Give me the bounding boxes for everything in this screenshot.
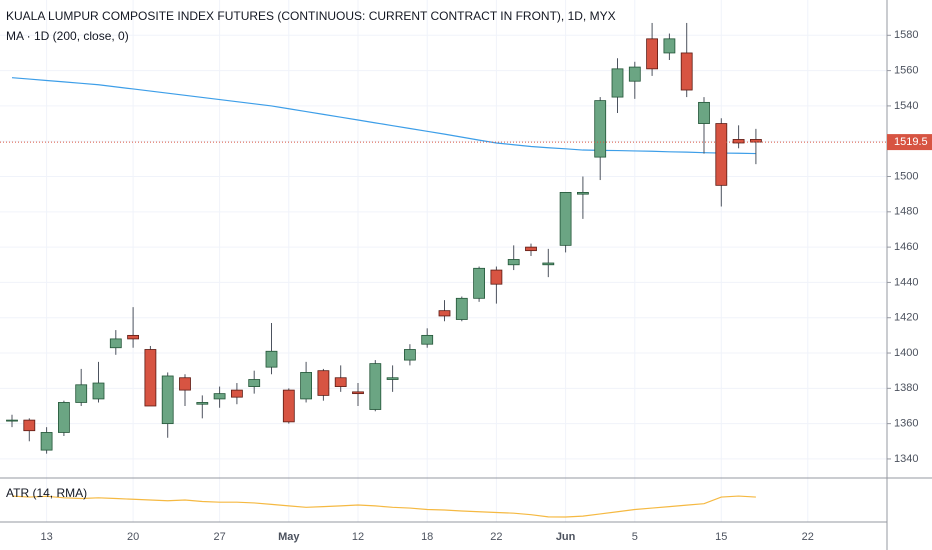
ma-line [11,77,756,155]
last-price-label: 1519.5 [894,136,928,148]
candle-body [161,375,174,425]
candle-body [732,139,745,144]
x-tick-label: 27 [213,531,225,543]
y-tick-label: 1340 [894,453,918,465]
candle-body [369,363,382,410]
y-tick-label: 1480 [894,206,918,218]
candle-body [525,246,537,252]
candle-body [248,379,261,387]
candle-body [109,338,122,349]
candle-body [6,419,18,422]
candle-body [265,350,278,368]
y-tick-label: 1500 [894,170,918,182]
candle-body [628,66,641,82]
candle-body [75,384,88,403]
candle-body [646,38,658,70]
y-tick-label: 1460 [894,241,918,253]
candle-body [92,382,105,400]
x-tick-label: 12 [352,531,364,543]
y-tick-label: 1540 [894,100,918,112]
y-tick-label: 1420 [894,312,918,324]
candle-body [680,52,693,91]
candle-body [507,259,520,266]
candle-body [144,349,157,407]
candle-body [23,419,36,432]
x-tick-label: 22 [802,531,814,543]
last-price-box [887,134,932,151]
chart-title: KUALA LUMPUR COMPOSITE INDEX FUTURES (CO… [6,9,616,23]
candle-body [698,101,710,124]
candle-body [750,139,762,143]
candle-body [594,100,607,158]
x-tick-label: 18 [421,531,433,543]
candle-body [490,269,503,285]
y-tick-label: 1580 [894,29,918,41]
candle-body [213,393,226,400]
atr-line [11,495,756,518]
candle-body [421,334,434,345]
candle-body [196,402,209,405]
y-tick-label: 1360 [894,418,918,430]
axes: 1340136013801400142014401460148015001520… [40,29,932,543]
y-tick-label: 1400 [894,347,918,359]
candle-body [611,68,624,98]
candle-body [58,402,70,433]
candle-body [282,389,295,423]
x-tick-label: 13 [40,531,52,543]
x-tick-label: 20 [127,531,139,543]
x-tick-label: Jun [556,531,576,543]
candle-body [438,310,451,317]
candle-body [403,349,416,361]
y-tick-label: 1440 [894,276,918,288]
ma-legend: MA · 1D (200, close, 0) [6,29,129,43]
candle-body [300,372,313,400]
candle-body [352,391,364,395]
candle-body [455,297,468,320]
x-tick-label: May [278,531,300,543]
x-tick-label: 15 [715,531,727,543]
plot [0,22,887,518]
candle-body [230,389,243,398]
x-tick-label: 5 [632,531,638,543]
candle-body [179,377,191,391]
candle-body [334,377,347,387]
candle-body [542,262,555,266]
candle-body [386,377,399,380]
candle-body [317,370,330,396]
x-tick-label: 22 [490,531,502,543]
candle-body [559,192,572,246]
candle-body [715,123,728,186]
atr-legend: ATR (14, RMA) [6,486,87,500]
y-tick-label: 1380 [894,382,918,394]
candle-body [127,334,139,340]
candle-body [473,267,486,299]
y-tick-label: 1560 [894,65,918,77]
candle-body [577,192,589,195]
candle-body [663,38,676,54]
candle-body [40,432,53,451]
